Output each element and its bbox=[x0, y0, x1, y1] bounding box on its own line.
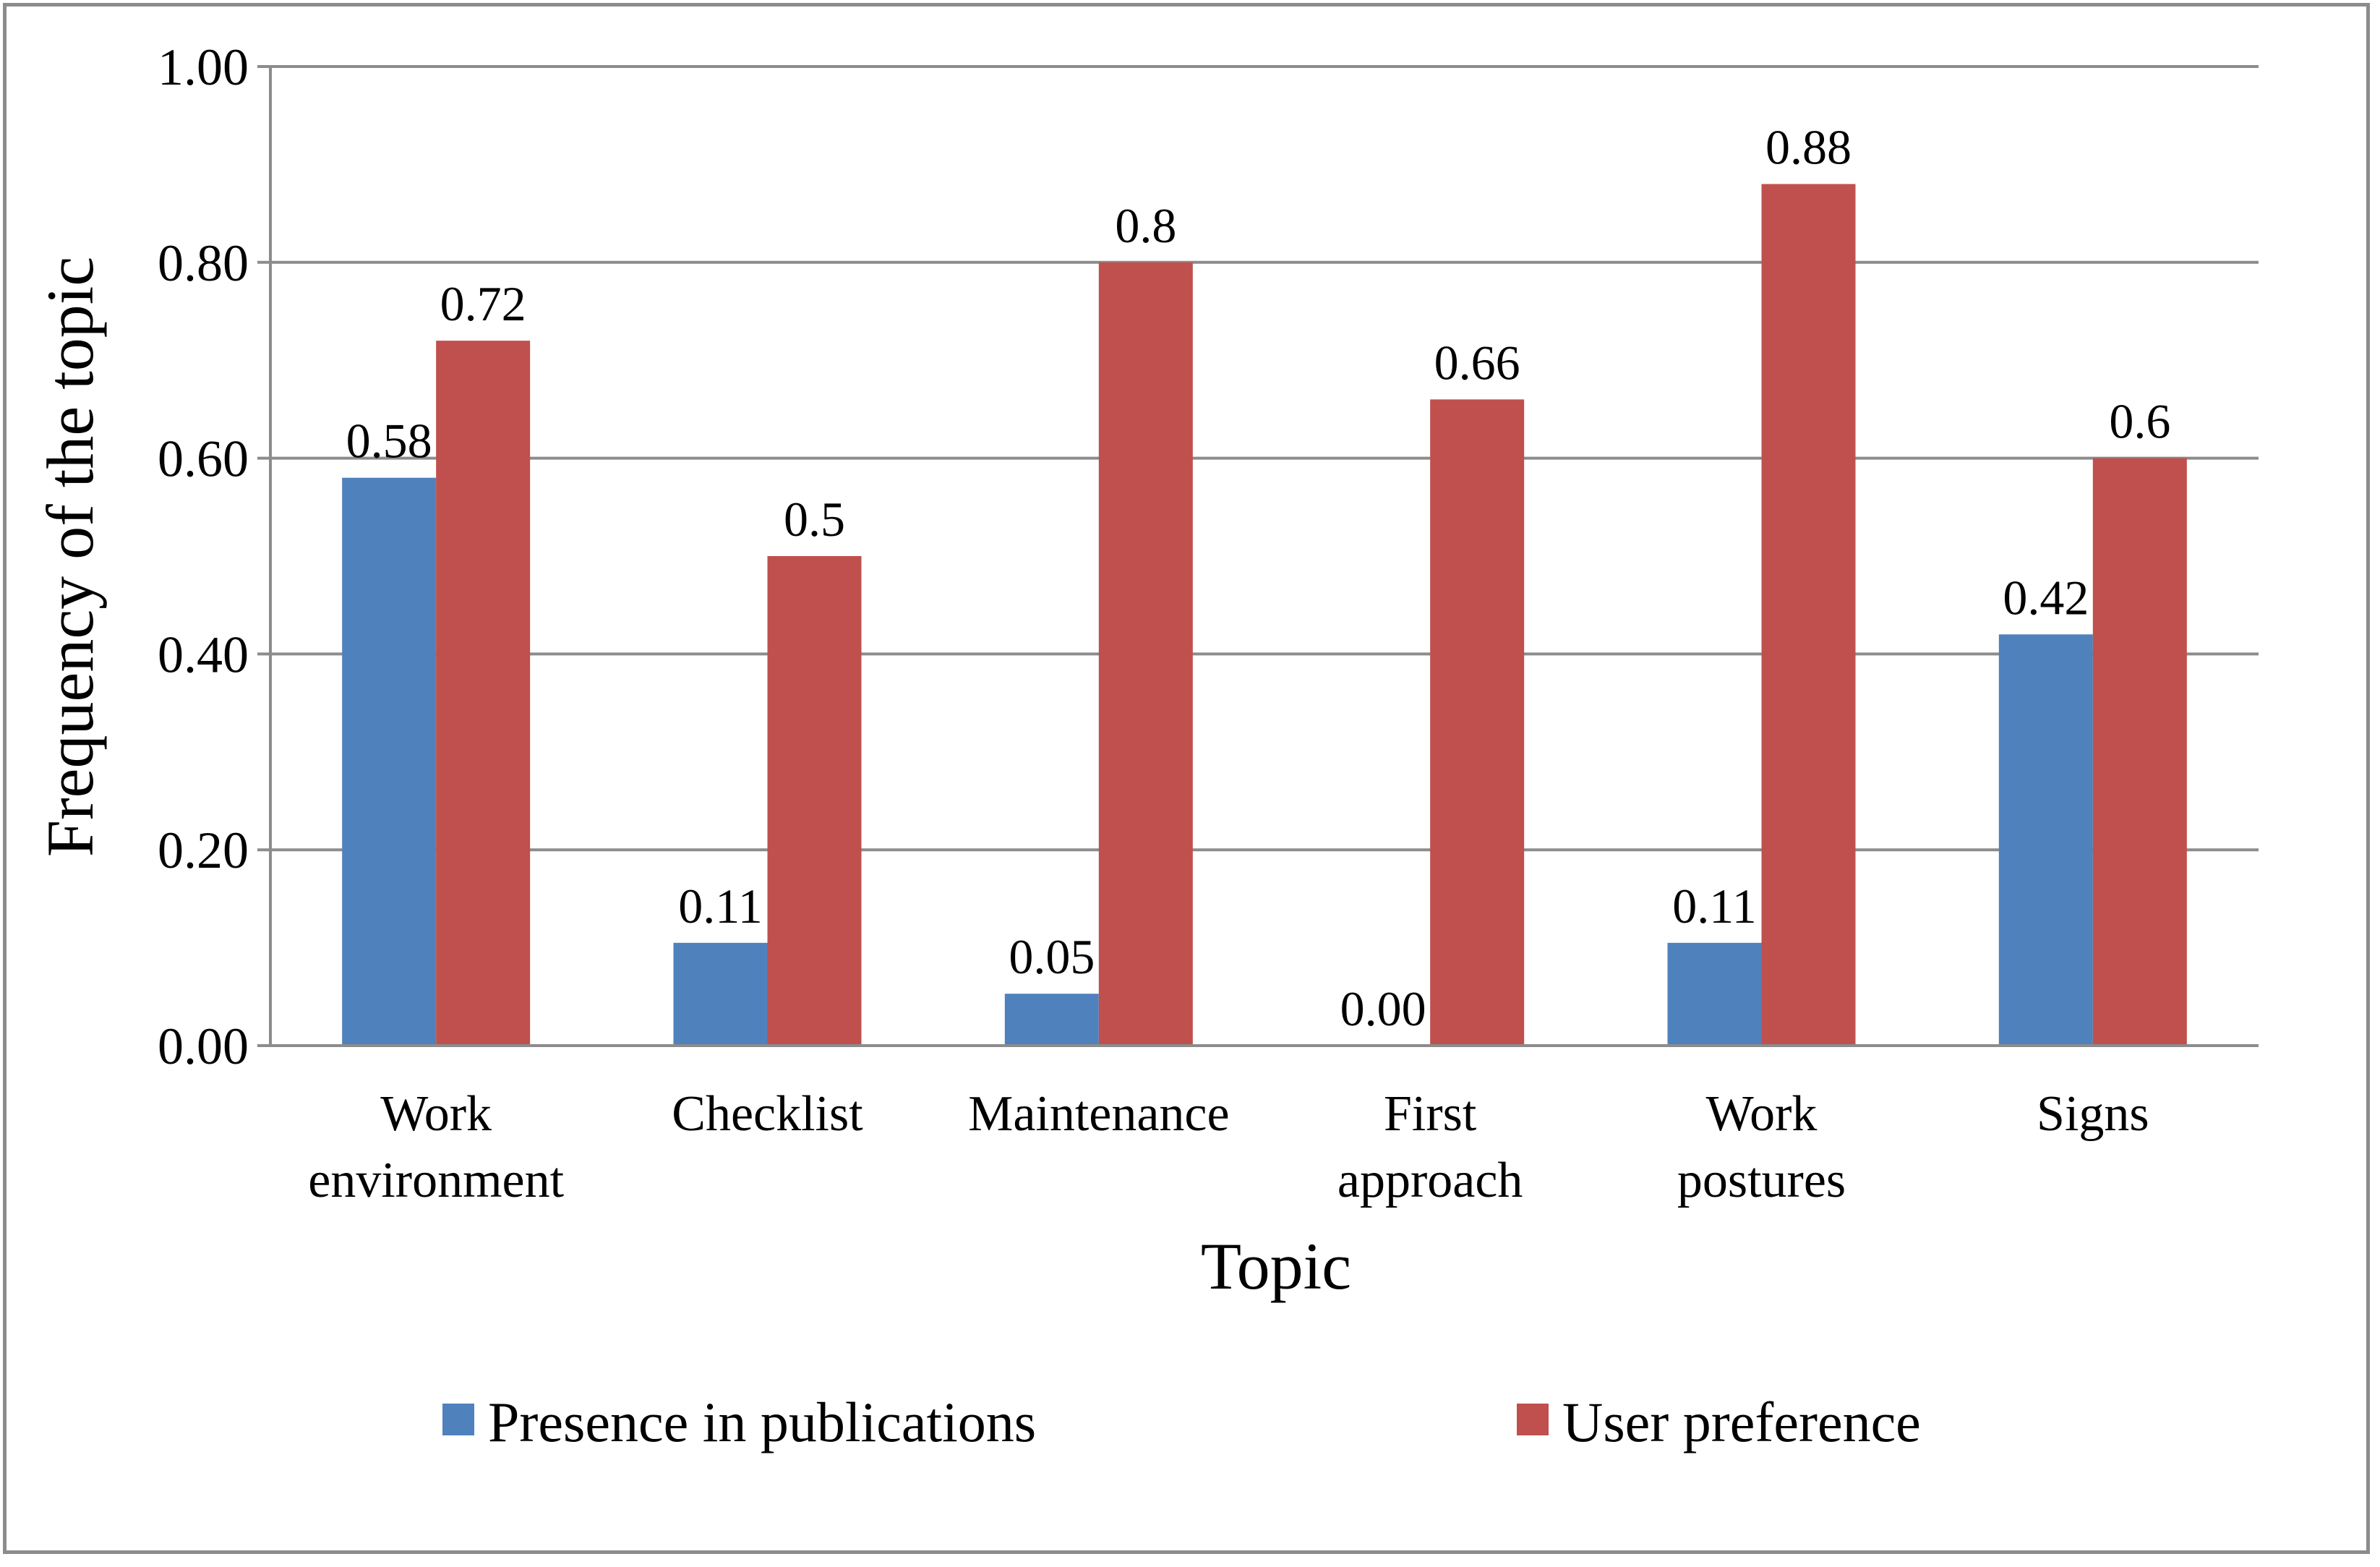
y-tick-label: 0.00 bbox=[158, 1017, 249, 1075]
bar-presence bbox=[1004, 994, 1099, 1046]
y-axis-title: Frequency of the topic bbox=[33, 257, 107, 857]
y-tick-label: 1.00 bbox=[158, 38, 249, 96]
x-category-label: Signs bbox=[2037, 1086, 2149, 1142]
x-axis-title: Topic bbox=[1201, 1229, 1351, 1303]
y-tick-labels: 0.00 0.20 0.40 0.60 0.80 1.00 bbox=[158, 38, 249, 1075]
legend-swatch-presence bbox=[442, 1404, 474, 1435]
data-label: 0.05 bbox=[1009, 929, 1095, 984]
data-label: 0.72 bbox=[440, 276, 526, 331]
x-category-label: environment bbox=[308, 1153, 564, 1208]
x-category-label: Work bbox=[380, 1086, 492, 1142]
x-category-label: approach bbox=[1337, 1153, 1523, 1208]
gridlines bbox=[270, 65, 2259, 852]
data-label: 0.42 bbox=[2003, 570, 2089, 625]
data-label: 0.11 bbox=[678, 879, 762, 934]
bar-user-preference bbox=[1430, 399, 1525, 1046]
y-tick-label: 0.20 bbox=[158, 821, 249, 879]
bar-user-preference bbox=[767, 556, 862, 1046]
bar-presence bbox=[1667, 942, 1762, 1046]
x-category-label: First bbox=[1384, 1086, 1477, 1142]
legend-label-user-preference: User preference bbox=[1562, 1391, 1921, 1453]
x-category-labels: Work environment Checklist Maintenance First… bbox=[308, 1086, 2149, 1208]
legend: Presence in publications User preference bbox=[442, 1391, 1921, 1453]
bar-presence bbox=[1998, 634, 2093, 1046]
x-category-label: Work bbox=[1706, 1086, 1818, 1142]
data-label: 0.88 bbox=[1765, 119, 1852, 174]
data-label: 0.11 bbox=[1672, 879, 1756, 934]
x-category-label: Maintenance bbox=[968, 1086, 1229, 1142]
y-tick-label: 0.60 bbox=[158, 430, 249, 488]
bar-user-preference bbox=[1098, 262, 1193, 1046]
legend-swatch-user-preference bbox=[1517, 1404, 1549, 1435]
data-label: 0.58 bbox=[346, 414, 432, 469]
bars bbox=[342, 184, 2187, 1046]
legend-label-presence: Presence in publications bbox=[488, 1391, 1036, 1453]
bar-user-preference bbox=[1761, 184, 1856, 1046]
bar-presence bbox=[673, 942, 768, 1046]
bar-user-preference bbox=[2092, 458, 2187, 1046]
axes bbox=[257, 65, 2259, 1047]
bar-user-preference bbox=[436, 341, 531, 1046]
data-labels: 0.58 0.72 0.11 0.5 0.05 0.8 0.00 0.66 0.11 0.88 0.… bbox=[346, 119, 2171, 1036]
x-category-label: postures bbox=[1677, 1153, 1846, 1208]
y-tick-label: 0.80 bbox=[158, 234, 249, 292]
data-label: 0.00 bbox=[1340, 981, 1426, 1036]
data-label: 0.6 bbox=[2109, 394, 2170, 449]
data-label: 0.66 bbox=[1434, 335, 1520, 390]
data-label: 0.5 bbox=[784, 492, 845, 547]
data-label: 0.8 bbox=[1115, 198, 1176, 253]
y-tick-label: 0.40 bbox=[158, 625, 249, 683]
x-category-label: Checklist bbox=[672, 1086, 863, 1142]
bar-presence bbox=[342, 477, 437, 1046]
